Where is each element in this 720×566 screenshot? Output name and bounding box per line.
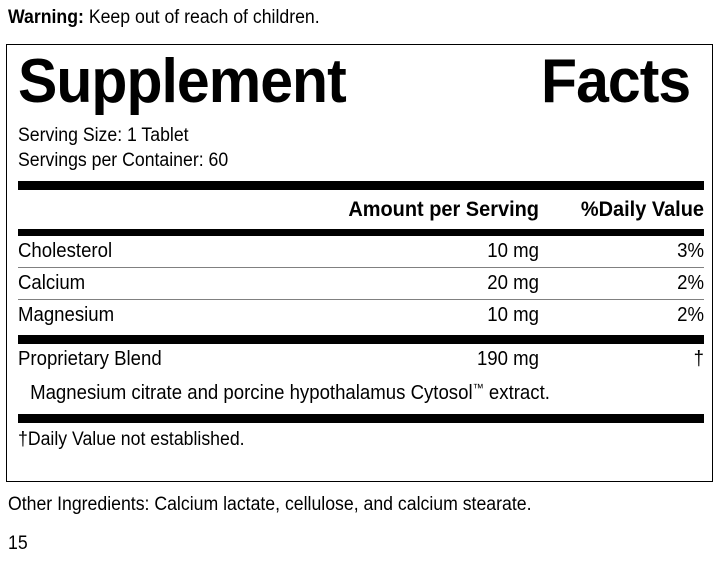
row-separator (18, 299, 704, 300)
nutrient-amount: 20 mg (487, 272, 539, 294)
page-title: Supplement Facts (18, 47, 691, 116)
nutrient-name: Calcium (18, 272, 86, 294)
table-header-row: Amount per Serving %Daily Value (18, 190, 704, 229)
supplement-facts-content: Supplement Facts Serving Size: 1 Tablet … (18, 45, 704, 453)
rule-above-footnote (18, 414, 704, 423)
table-row: Calcium 20 mg 2% (18, 268, 704, 299)
table-row: Cholesterol 10 mg 3% (18, 236, 704, 267)
blend-description-part-1: Magnesium citrate and porcine hypothalam… (30, 382, 473, 404)
nutrient-amount: 10 mg (487, 240, 539, 262)
blend-amount: 190 mg (476, 348, 539, 370)
supplement-facts-panel: Supplement Facts Serving Size: 1 Tablet … (6, 44, 713, 482)
nutrient-amount: 10 mg (487, 304, 539, 326)
nutrient-daily-value: 2% (677, 304, 704, 326)
blend-description: Magnesium citrate and porcine hypothalam… (18, 375, 656, 410)
nutrient-name: Cholesterol (18, 240, 113, 262)
daily-value-footnote: †Daily Value not established. (18, 429, 245, 450)
warning-text: Keep out of reach of children. (83, 7, 320, 28)
warning-line: Warning: Keep out of reach of children. (8, 6, 320, 30)
blend-name: Proprietary Blend (18, 348, 162, 370)
table-row: Magnesium 10 mg 2% (18, 300, 704, 331)
trademark-icon: ™ (472, 381, 484, 395)
spacer-above-header-rule (18, 173, 704, 181)
serving-size: Serving Size: 1 Tablet (18, 125, 189, 146)
header-daily-value: %Daily Value (580, 198, 704, 221)
proprietary-blend-row: Proprietary Blend 190 mg † (18, 344, 704, 375)
blend-daily-value: † (693, 348, 704, 370)
serving-info: Serving Size: 1 Tablet Servings per Cont… (18, 123, 656, 173)
rule-below-header (18, 229, 704, 236)
title-word-facts: Facts (541, 47, 691, 116)
header-amount-per-serving: Amount per Serving (348, 198, 539, 221)
nutrient-daily-value: 3% (677, 240, 704, 262)
blend-description-part-2: extract. (483, 382, 550, 404)
warning-label: Warning: (8, 7, 84, 28)
other-ingredients: Other Ingredients: Calcium lactate, cell… (8, 494, 532, 515)
servings-per-container: Servings per Container: 60 (18, 150, 229, 171)
title-word-supplement: Supplement (18, 47, 347, 116)
page-number: 15 (8, 533, 28, 554)
nutrient-name: Magnesium (18, 304, 115, 326)
rule-above-blend (18, 335, 704, 344)
nutrient-daily-value: 2% (677, 272, 704, 294)
rule-thick-top (18, 181, 704, 190)
row-separator (18, 267, 704, 268)
